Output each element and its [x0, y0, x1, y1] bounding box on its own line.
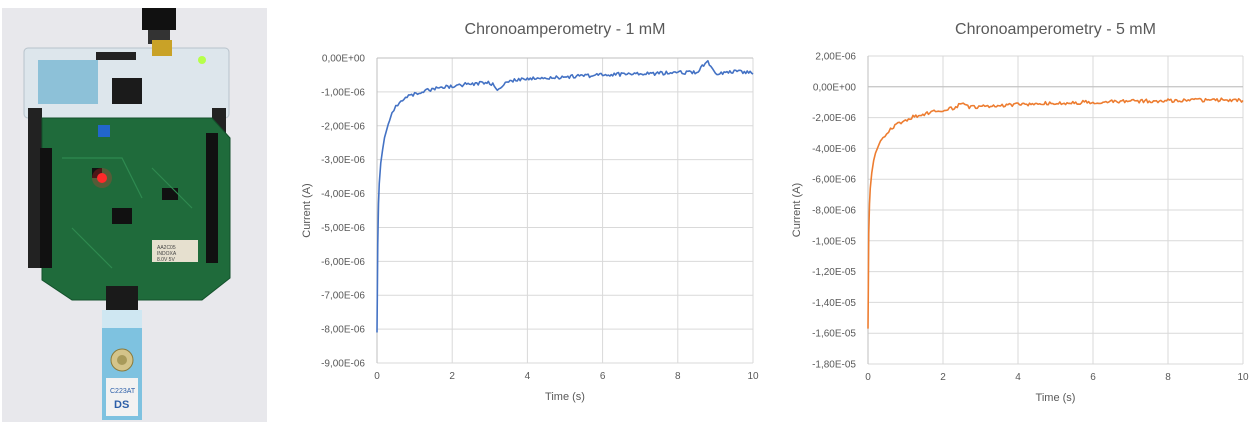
- y-axis-title: Current (A): [791, 183, 803, 237]
- y-tick-label: -1,40E-05: [812, 298, 856, 309]
- chart-title: Chronoamperometry - 5 mM: [955, 21, 1156, 38]
- x-tick-label: 4: [1015, 372, 1021, 383]
- chart-title: Chronoamperometry - 1 mM: [465, 21, 666, 38]
- chart-5mm: Chronoamperometry - 5 mM 2,00E-06 0,00E+00…: [791, 21, 1249, 404]
- x-tick-label: 0: [865, 372, 871, 383]
- x-tick-label: 4: [525, 371, 531, 382]
- y-tick-label: -1,60E-05: [812, 329, 856, 340]
- y-tick-label: 0,00E+00: [813, 82, 857, 93]
- x-tick-label: 0: [374, 371, 380, 382]
- device-photo: AA2C05 INDOXA 8.0V 5V C223AT DS: [2, 8, 267, 422]
- x-tick-label: 8: [1165, 372, 1171, 383]
- y-tick-label: -4,00E-06: [812, 144, 856, 155]
- y-tick-label: -4,00E-06: [321, 189, 365, 200]
- y-tick-label: -2,00E-06: [321, 121, 365, 132]
- strip-brand: DS: [114, 399, 129, 411]
- y-tick-label: -1,80E-05: [812, 360, 856, 371]
- y-tick-label: -5,00E-06: [321, 223, 365, 234]
- x-tick-label: 6: [1090, 372, 1096, 383]
- y-tick-label: -6,00E-06: [321, 257, 365, 268]
- y-tick-label: -2,00E-06: [812, 113, 856, 124]
- y-tick-label: -3,00E-06: [321, 155, 365, 166]
- y-tick-label: -7,00E-06: [321, 291, 365, 302]
- y-axis-title: Current (A): [301, 183, 313, 237]
- y-tick-label: -1,00E-05: [812, 236, 856, 247]
- series-line: [867, 97, 1244, 329]
- y-tick-label: -6,00E-06: [812, 175, 856, 186]
- y-tick-label: -8,00E-06: [321, 325, 365, 336]
- chip-label-1: AA2C05: [157, 245, 176, 251]
- strip-label: C223AT: [110, 388, 136, 395]
- y-tick-label: 2,00E-06: [815, 52, 856, 63]
- y-tick-label: -9,00E-06: [321, 359, 365, 370]
- potentiostat-board-photo-icon: AA2C05 INDOXA 8.0V 5V C223AT DS: [2, 8, 267, 422]
- y-tick-label: -8,00E-06: [812, 206, 856, 217]
- y-tick-label: -1,00E-06: [321, 87, 365, 98]
- chip-label-3: 8.0V 5V: [157, 257, 175, 263]
- y-tick-label: -1,20E-05: [812, 267, 856, 278]
- series-line: [376, 59, 754, 333]
- chip-label-2: INDOXA: [157, 251, 177, 257]
- x-tick-label: 10: [747, 371, 759, 382]
- x-tick-label: 2: [940, 372, 946, 383]
- x-axis-title: Time (s): [545, 391, 585, 403]
- x-tick-label: 10: [1237, 372, 1249, 383]
- y-tick-label: 0,00E+00: [322, 54, 366, 65]
- chart-1mm: Chronoamperometry - 1 mM 0,00E+00 -1,00E-0…: [301, 21, 759, 403]
- x-tick-label: 8: [675, 371, 681, 382]
- x-tick-label: 6: [600, 371, 606, 382]
- x-tick-label: 2: [449, 371, 455, 382]
- x-axis-title: Time (s): [1036, 392, 1076, 404]
